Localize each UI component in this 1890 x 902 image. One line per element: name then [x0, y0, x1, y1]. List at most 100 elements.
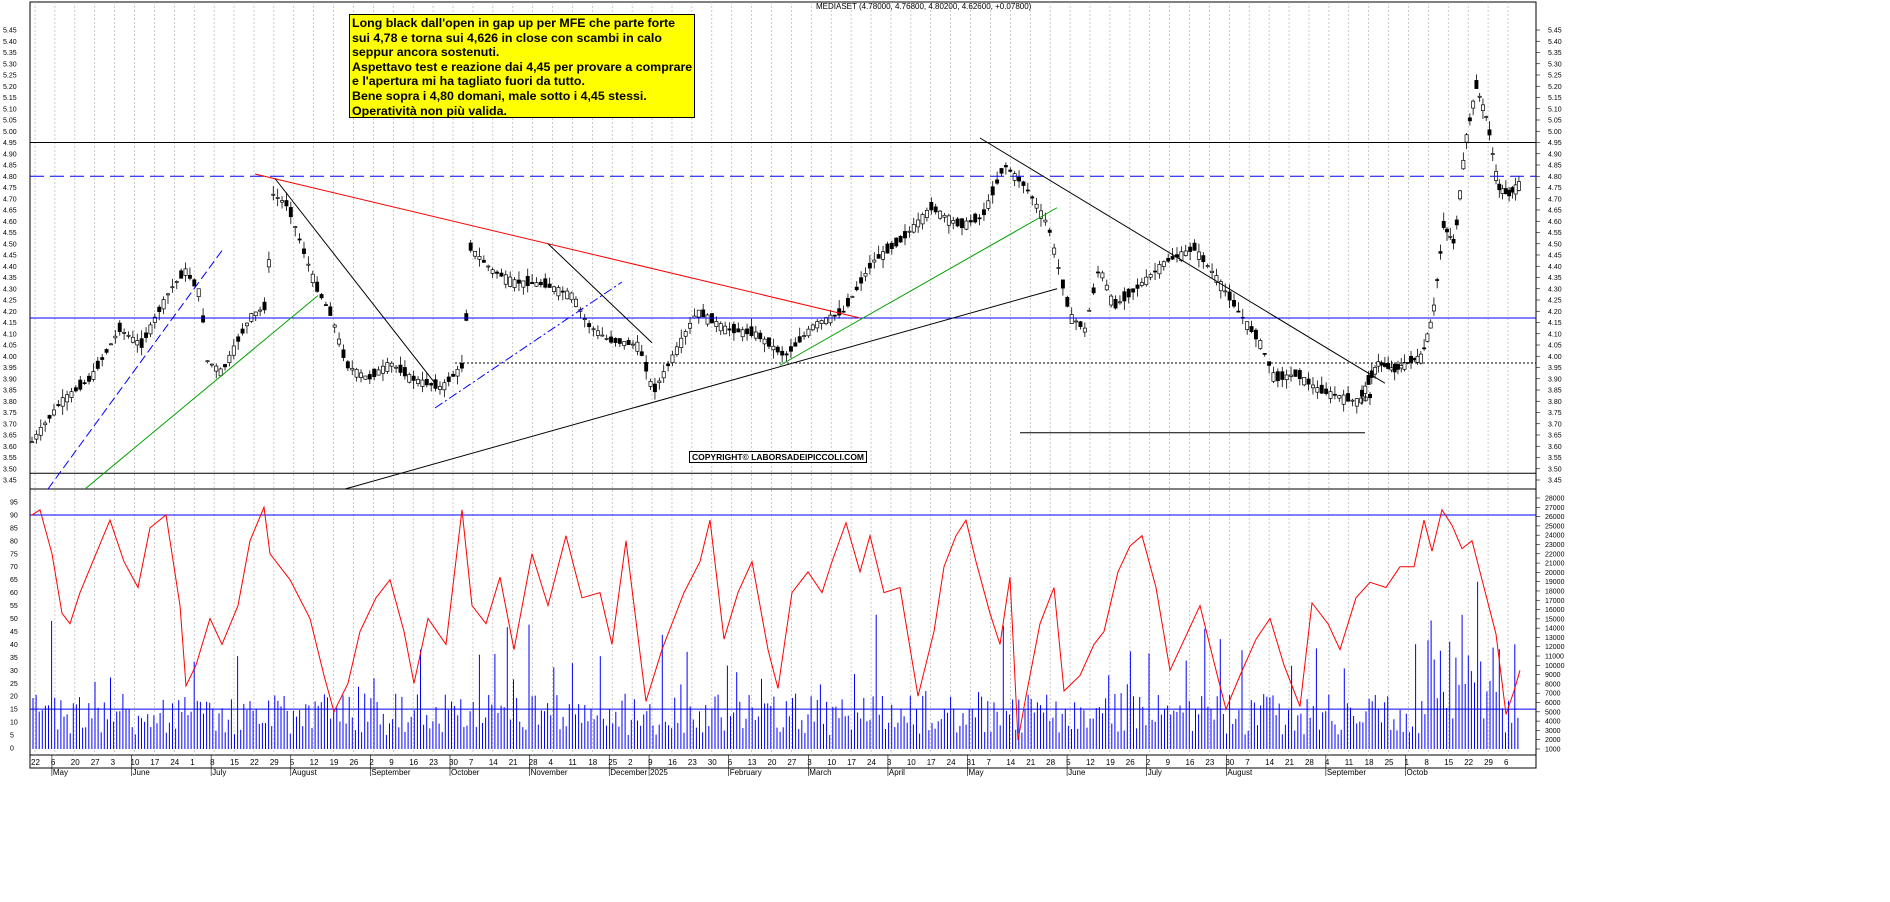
candle-body	[1350, 399, 1355, 402]
candle-body	[227, 354, 232, 364]
y-tick-label-left: 3.90	[3, 376, 17, 383]
x-tick-label: 12	[1086, 758, 1095, 767]
candle-body	[459, 362, 464, 369]
candle-body	[920, 214, 925, 225]
candle-body	[381, 365, 385, 374]
candle-body	[1484, 116, 1489, 118]
chart-title: MEDIASET (4.78000, 4.76800, 4.80200, 4.6…	[816, 2, 1032, 11]
volume-tick-label: 12000	[1545, 644, 1565, 651]
candle-body	[1503, 188, 1508, 195]
candle-body	[1324, 388, 1329, 394]
candle-body	[525, 275, 530, 287]
volume-bars-group	[32, 581, 1519, 749]
y-tick-label-left: 5.10	[3, 106, 17, 113]
trend-line-down-3	[979, 137, 1386, 384]
volume-tick-label: 5000	[1545, 709, 1561, 716]
candle-body	[104, 349, 109, 353]
y-tick-label-right: 3.65	[1548, 433, 1562, 440]
candle-body	[784, 353, 789, 356]
candle-body	[442, 382, 447, 391]
y-tick-label-right: 5.35	[1548, 50, 1562, 57]
osc-tick-label: 20	[10, 694, 18, 701]
y-tick-label-right: 4.45	[1548, 253, 1562, 260]
candle-body	[209, 363, 214, 366]
oscillator-line	[31, 505, 1521, 741]
candle-body	[473, 251, 478, 257]
x-tick-label: 7	[469, 758, 474, 767]
candle-body	[788, 346, 793, 352]
volume-tick-label: 7000	[1545, 691, 1561, 698]
annotation-line: e l'apertura mi ha tagliato fuori da tut…	[352, 74, 585, 89]
y-tick-label-right: 4.50	[1548, 241, 1562, 248]
plot-frame	[29, 1, 1537, 769]
candle-body	[231, 345, 236, 356]
y-tick-label-right: 3.80	[1548, 399, 1562, 406]
candle-body	[389, 362, 394, 367]
candle-body	[464, 313, 469, 321]
x-tick-label: 21	[509, 758, 518, 767]
candle-body	[635, 341, 640, 352]
candle-body	[1396, 364, 1400, 370]
candle-body	[1170, 256, 1175, 260]
x-tick-label: 10	[907, 758, 916, 767]
y-tick-label-right: 4.15	[1548, 320, 1562, 327]
x-tick-label: 25	[1385, 758, 1394, 767]
y-tick-label-right: 5.15	[1548, 95, 1562, 102]
x-tick-label: 28	[1305, 758, 1314, 767]
candle-body	[144, 332, 149, 338]
candle-body	[1039, 210, 1043, 219]
candle-body	[679, 337, 684, 348]
volume-tick-label: 11000	[1545, 654, 1564, 661]
x-tick-label: 27	[787, 758, 796, 767]
candle-body	[582, 318, 587, 321]
y-tick-label-left: 5.05	[3, 118, 17, 125]
candle-body	[385, 362, 390, 372]
x-tick-label: 9	[648, 758, 653, 767]
y-tick-label-left: 3.45	[3, 478, 17, 485]
candle-body	[1490, 153, 1495, 155]
trend-line-up-green-2	[779, 207, 1058, 366]
candle-body	[810, 324, 815, 331]
candle-body	[1319, 384, 1324, 394]
candle-body	[946, 215, 951, 226]
candle-body	[315, 281, 320, 292]
candle-body	[1441, 220, 1446, 228]
osc-tick-label: 0	[10, 746, 14, 753]
candle-body	[508, 276, 513, 287]
y-tick-label-right: 3.70	[1548, 421, 1562, 428]
y-tick-label-left: 4.30	[3, 286, 17, 293]
y-tick-label-right: 4.30	[1548, 286, 1562, 293]
candle-body	[530, 282, 535, 285]
candle-body	[846, 297, 850, 307]
candle-body	[889, 242, 894, 250]
volume-tick-label: 14000	[1545, 626, 1565, 633]
osc-tick-label: 25	[10, 681, 18, 688]
candle-body	[854, 286, 859, 291]
candle-body	[354, 368, 359, 378]
candle-body	[837, 308, 842, 316]
candle-body	[1451, 238, 1456, 244]
osc-tick-label: 5	[10, 733, 14, 740]
y-tick-label-right: 4.20	[1548, 309, 1562, 316]
candle-body	[402, 367, 407, 377]
candle-body	[995, 179, 1000, 184]
x-tick-label: 6	[1504, 758, 1509, 767]
volume-tick-label: 22000	[1545, 551, 1565, 558]
candle-body	[433, 379, 438, 389]
candle-body	[1376, 361, 1381, 367]
candle-body	[359, 372, 363, 378]
trend-line-dashed-blue-2	[434, 281, 623, 409]
x-tick-label: 21	[1285, 758, 1294, 767]
candle-body	[170, 286, 175, 289]
y-tick-label-right: 5.30	[1548, 61, 1562, 68]
candles-group	[30, 74, 1521, 444]
y-tick-label-right: 5.00	[1548, 129, 1562, 136]
candle-body	[135, 340, 140, 346]
candle-body	[1497, 183, 1502, 191]
candle-body	[1008, 169, 1013, 172]
trend-line-red	[254, 173, 861, 319]
candle-body	[166, 293, 170, 296]
y-tick-label-left: 3.55	[3, 455, 17, 462]
volume-tick-label: 10000	[1545, 663, 1565, 670]
candle-body	[499, 272, 504, 277]
